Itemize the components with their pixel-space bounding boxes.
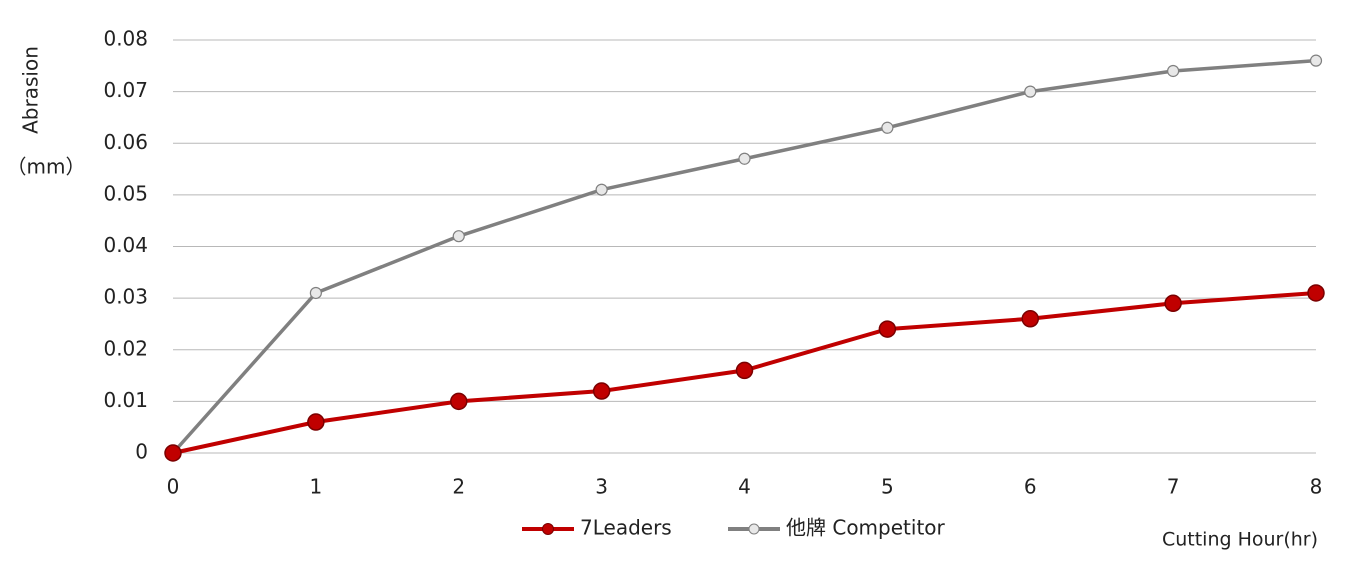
x-tick-label: 3 xyxy=(595,475,608,499)
x-tick-label: 1 xyxy=(310,475,323,499)
data-point xyxy=(1164,294,1182,313)
data-point xyxy=(1024,85,1037,98)
y-tick-label: 0.08 xyxy=(103,27,148,51)
data-point xyxy=(450,392,468,411)
legend-label: 他牌 Competitor xyxy=(786,516,946,540)
x-tick-label: 4 xyxy=(738,475,751,499)
y-tick-label: 0.01 xyxy=(103,388,148,412)
data-point xyxy=(738,152,751,165)
data-point xyxy=(735,361,754,380)
x-tick-label: 2 xyxy=(452,475,465,499)
x-tick-label: 0 xyxy=(167,475,180,499)
y-tick-label: 0.04 xyxy=(103,233,148,257)
data-point xyxy=(1307,284,1325,302)
data-point xyxy=(1021,310,1039,328)
y-tick-label: 0.06 xyxy=(103,130,148,154)
legend-swatch-marker xyxy=(542,523,554,535)
data-point xyxy=(164,444,182,462)
data-point xyxy=(595,183,608,196)
series-line xyxy=(171,58,1317,455)
x-tick-label: 7 xyxy=(1167,475,1180,499)
data-point xyxy=(307,413,325,431)
y-tick-label: 0.07 xyxy=(103,78,148,102)
y-axis-label: Abrasion xyxy=(19,46,43,134)
y-tick-label: 0.05 xyxy=(103,181,148,205)
x-tick-label: 5 xyxy=(881,475,894,499)
x-axis-label: Cutting Hour(hr) xyxy=(1162,529,1318,551)
y-tick-label: 0.02 xyxy=(103,336,148,360)
data-point xyxy=(592,382,611,400)
data-point xyxy=(452,230,465,243)
legend-label: 7Leaders xyxy=(580,516,672,540)
x-tick-label: 8 xyxy=(1310,475,1323,499)
y-tick-label: 0 xyxy=(135,440,148,464)
y-axis-unit: （mm） xyxy=(7,155,86,179)
data-point xyxy=(1167,64,1180,78)
y-tick-label: 0.03 xyxy=(103,285,148,309)
x-tick-label: 6 xyxy=(1024,475,1037,499)
data-point xyxy=(309,286,322,300)
data-point xyxy=(881,121,894,134)
data-point xyxy=(878,320,897,338)
data-point xyxy=(1309,54,1323,67)
legend-swatch-marker xyxy=(748,523,760,535)
